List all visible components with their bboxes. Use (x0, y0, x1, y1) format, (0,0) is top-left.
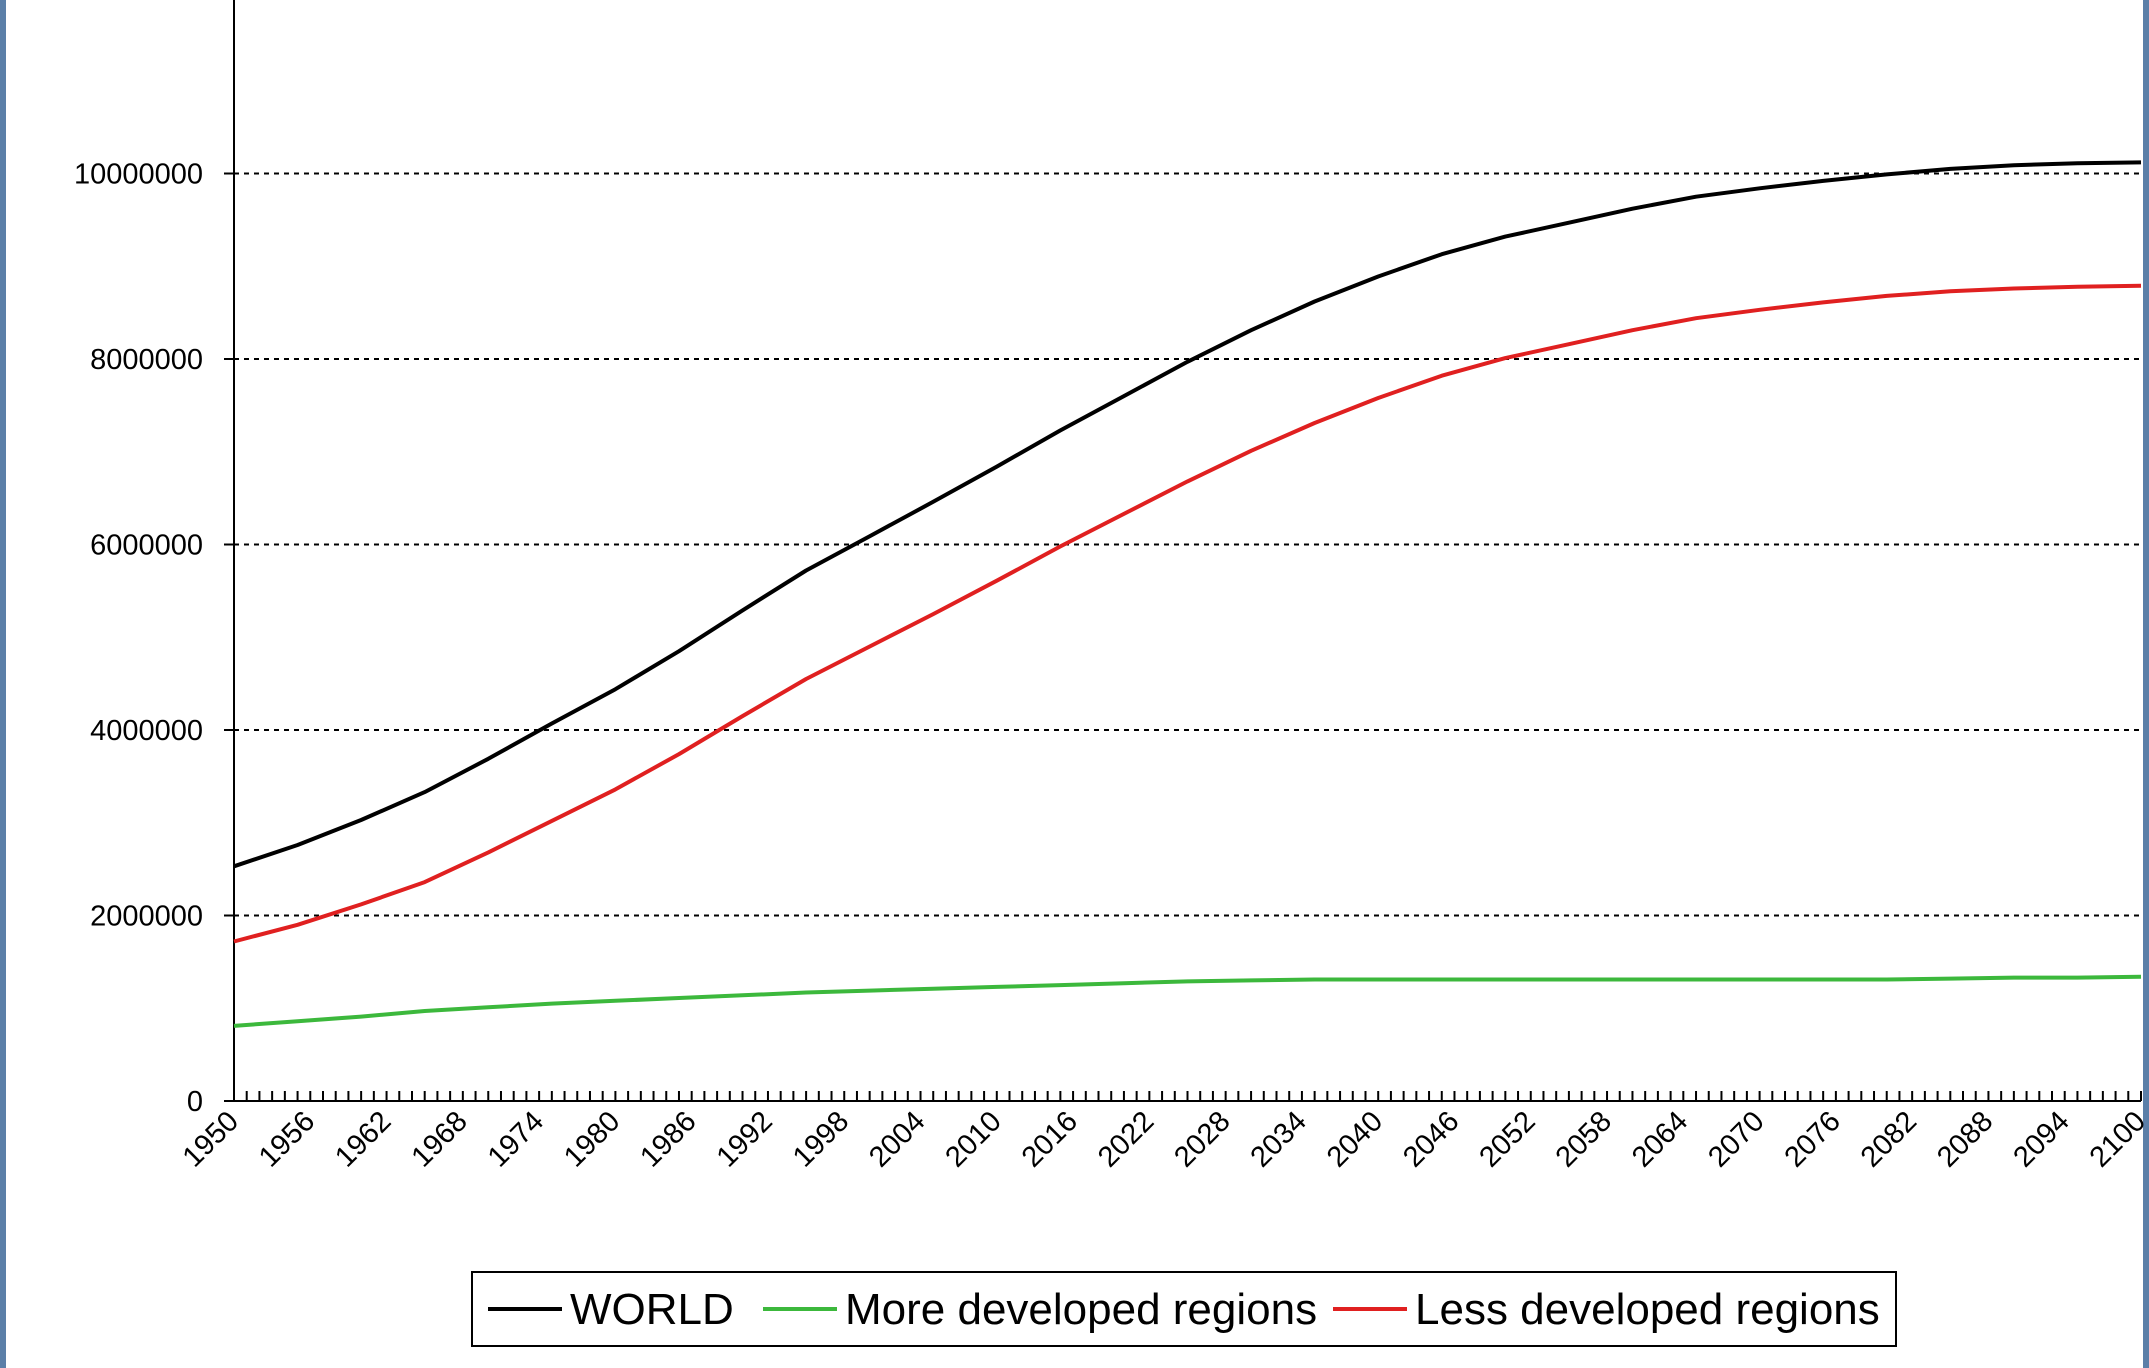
x-tick-label: 1956 (253, 1105, 321, 1173)
legend-label: More developed regions (845, 1285, 1317, 1334)
line-chart: 0 2000000 4000000 6000000 8000000 10000000 19… (74, 0, 2149, 1347)
x-tick-label: 2052 (1473, 1105, 1541, 1173)
x-tick-label: 1998 (787, 1105, 855, 1173)
x-tick-label: 1968 (406, 1105, 474, 1173)
x-tick-label: 2022 (1092, 1105, 1160, 1173)
legend-box (471, 1271, 1897, 1347)
x-tick-label: 1986 (634, 1105, 702, 1173)
x-tick-label: 2058 (1550, 1105, 1618, 1173)
x-tick-label: 2094 (2007, 1105, 2075, 1173)
x-tick-label: 1980 (558, 1105, 626, 1173)
x-tick-label: 2004 (863, 1105, 931, 1173)
x-tick-label: 2010 (940, 1105, 1008, 1173)
x-tick-label: 2076 (1779, 1105, 1847, 1173)
axes (224, 0, 2142, 1102)
series-line (233, 283, 2142, 944)
y-tick-label: 4000000 (90, 715, 203, 747)
x-tick-label: 1974 (482, 1105, 550, 1173)
x-tick-label: 2016 (1016, 1105, 1084, 1173)
legend-label: Less developed regions (1415, 1285, 1880, 1334)
x-tick-label: 2064 (1626, 1105, 1694, 1173)
x-tick-label: 2034 (1245, 1105, 1313, 1173)
y-tick-label: 6000000 (90, 530, 203, 562)
x-tick-label: 1962 (329, 1105, 397, 1173)
x-tick-label: 2046 (1397, 1105, 1465, 1173)
x-tick-label: 2070 (1702, 1105, 1770, 1173)
y-tick-label: 0 (187, 1086, 203, 1118)
x-axis-tick-labels: 1950 1956 1962 1968 1974 1980 1986 1992 1998 2004… (177, 1105, 2149, 1173)
y-tick-label: 10000000 (74, 159, 203, 191)
legend-label: WORLD (570, 1285, 734, 1334)
x-tick-label: 2028 (1168, 1105, 1236, 1173)
legend: WORLD More developed regions Less develope… (471, 1271, 1897, 1347)
x-tick-label: 2088 (1931, 1105, 1999, 1173)
series-lines (233, 160, 2142, 1028)
series-line (233, 974, 2142, 1028)
x-tick-label: 2100 (2084, 1105, 2149, 1173)
y-tick-label: 8000000 (90, 344, 203, 376)
x-tick-label: 2040 (1321, 1105, 1389, 1173)
x-tick-label: 2082 (1855, 1105, 1923, 1173)
y-axis-tick-labels: 0 2000000 4000000 6000000 8000000 10000000 (74, 159, 203, 1119)
gridlines (234, 172, 2141, 917)
x-tick-label: 1992 (711, 1105, 779, 1173)
y-tick-label: 2000000 (90, 901, 203, 933)
series-line (233, 160, 2142, 869)
